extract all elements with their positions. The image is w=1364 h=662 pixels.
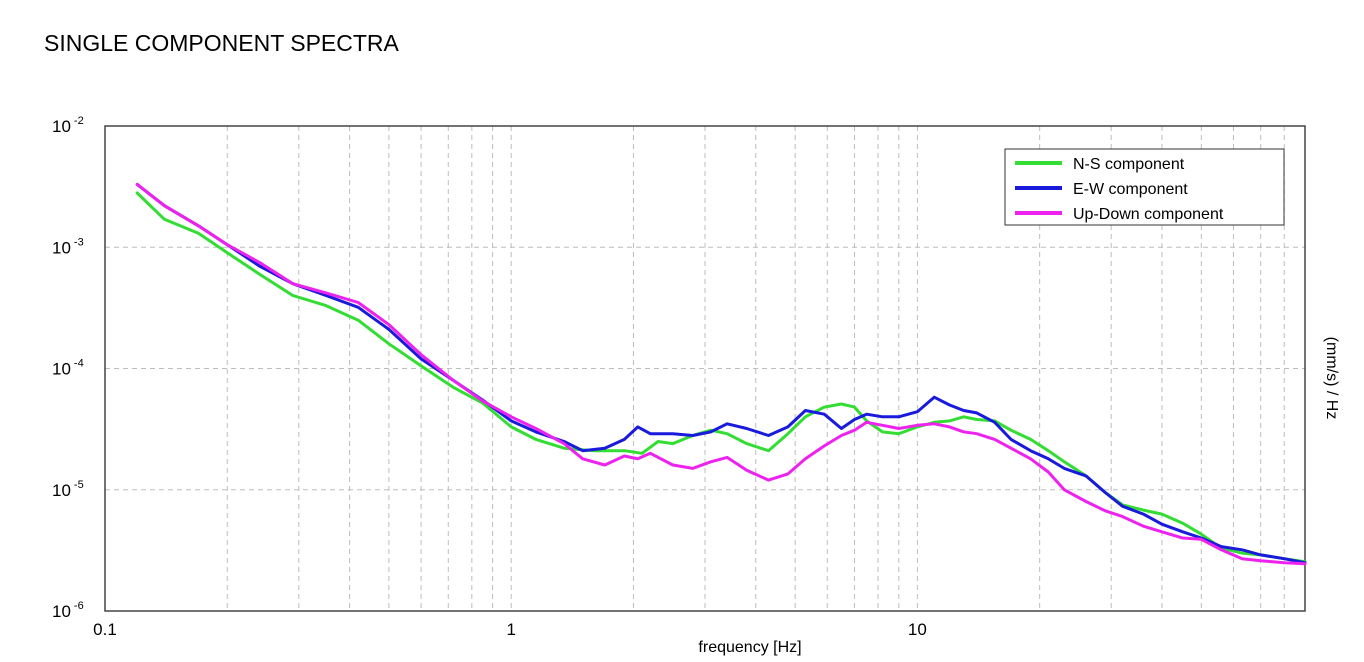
- x-tick-label: 10: [908, 620, 927, 639]
- series-layer: [135, 182, 1307, 566]
- y-tick-label: 10 -5: [52, 479, 84, 500]
- tick-layer: 0.1 1 10 10-2 10-3 10-4 10-5 10-6: [52, 115, 927, 639]
- y-tick-label: 10 -6: [52, 600, 84, 621]
- plot-frame: [104, 125, 1306, 612]
- x-tick-label: 0.1: [93, 620, 117, 639]
- chart-title: SINGLE COMPONENT SPECTRA: [44, 30, 399, 56]
- y-axis-label: (mm/s) / Hz: [1323, 337, 1340, 420]
- series-line-up-down-component: [135, 182, 1307, 566]
- y-tick-label: 10 -2: [52, 115, 84, 136]
- legend-label: Up-Down component: [1073, 206, 1224, 223]
- y-tick-label: 10 -3: [52, 236, 84, 257]
- legend-label: N-S component: [1073, 156, 1185, 173]
- x-axis-label: frequency [Hz]: [698, 639, 801, 656]
- series-line-n-s-component: [135, 191, 1307, 564]
- legend-label: E-W component: [1073, 181, 1188, 198]
- series-line-e-w-component: [135, 182, 1307, 565]
- legend: N-S component E-W component Up-Down compon…: [1004, 148, 1285, 226]
- x-tick-label: 1: [506, 620, 515, 639]
- y-tick-label: 10 -4: [52, 358, 84, 379]
- grid-layer: [105, 126, 1305, 611]
